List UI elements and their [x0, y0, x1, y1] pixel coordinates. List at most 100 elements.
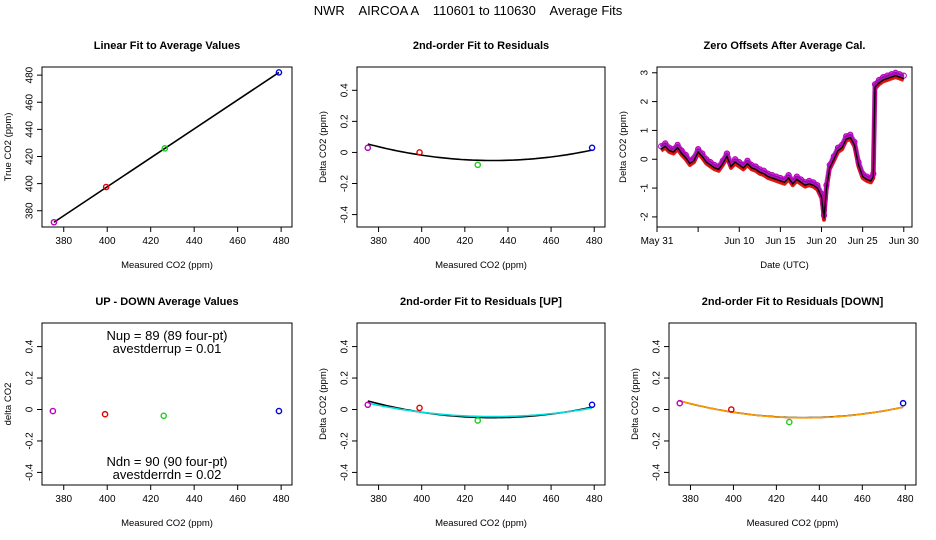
x-axis-label: Measured CO2 (ppm) [747, 518, 839, 529]
x-tick-label: Jun 25 [848, 236, 878, 247]
x-tick-label: Jun 15 [765, 236, 795, 247]
chart-title: 2nd-order Fit to Residuals [DOWN] [702, 296, 884, 308]
x-tick-label: 420 [768, 494, 785, 505]
y-tick-label: -1 [640, 183, 651, 192]
x-tick-label: 420 [142, 494, 159, 505]
chart-title: Linear Fit to Average Values [94, 40, 241, 52]
x-axis-label: Measured CO2 (ppm) [435, 518, 527, 529]
y-tick-label: 0.2 [652, 371, 663, 385]
chart-p5: 2nd-order Fit to Residuals [UP] 380 400 420… [318, 296, 606, 529]
x-tick-label: 420 [456, 494, 473, 505]
figure-title: NWR AIRCOA A 110601 to 110630 Average Fi… [314, 3, 623, 18]
x-tick-label: Jun 20 [807, 236, 837, 247]
fit-curve-orange [679, 400, 904, 419]
y-tick-label: 0.4 [652, 339, 663, 353]
x-axis-label: Measured CO2 (ppm) [435, 260, 527, 271]
y-axis-label: Delta CO2 (ppm) [630, 368, 641, 440]
y-tick-label: 400 [25, 175, 36, 192]
x-tick-label: 460 [229, 236, 246, 247]
y-tick-label: -0.4 [652, 463, 663, 481]
y-tick-label: -0.2 [340, 432, 351, 450]
chart-p1: Linear Fit to Average Values 380 400 420 440… [3, 40, 293, 271]
fit-curve-black [367, 143, 593, 162]
plot-frame [356, 66, 606, 228]
data-point-green [161, 145, 169, 152]
x-tick-label: May 31 [641, 236, 674, 247]
data-point-green [474, 161, 482, 169]
data-point-blue [588, 144, 596, 152]
y-tick-label: 0.4 [25, 339, 36, 353]
y-tick-label: 380 [25, 202, 36, 219]
y-tick-label: 480 [25, 66, 36, 83]
y-tick-label: -0.2 [25, 432, 36, 450]
y-tick-label: -0.4 [340, 206, 351, 224]
data-point-purple [364, 401, 372, 409]
x-tick-label: Jun 30 [889, 236, 919, 247]
chart-p6: 2nd-order Fit to Residuals [DOWN] 380 400 4… [630, 296, 917, 529]
y-axis-label: True CO2 (ppm) [3, 113, 14, 182]
data-point-green [785, 418, 793, 426]
x-tick-label: 440 [500, 494, 517, 505]
avestderrup-annotation: avestderrup = 0.01 [113, 341, 222, 356]
x-tick-label: 480 [273, 236, 290, 247]
x-axis-label: Date (UTC) [760, 260, 809, 271]
x-tick-label: 480 [586, 236, 603, 247]
data-point-red [102, 183, 110, 191]
y-tick-label: -0.4 [25, 463, 36, 481]
y-tick-label: 0 [340, 406, 351, 412]
x-tick-label: 460 [854, 494, 871, 505]
y-tick-label: 0 [25, 406, 36, 412]
y-tick-label: 0 [340, 149, 351, 155]
x-tick-label: 460 [543, 236, 560, 247]
y-axis-label: delta CO2 [3, 383, 14, 426]
x-tick-label: 420 [456, 236, 473, 247]
data-point-blue [899, 399, 907, 407]
x-tick-label: 480 [586, 494, 603, 505]
x-tick-label: 380 [370, 494, 387, 505]
data-point-red [727, 406, 735, 413]
chart-title: UP - DOWN Average Values [95, 296, 238, 308]
y-tick-label: 440 [25, 121, 36, 138]
plot-frame [656, 66, 913, 228]
y-axis-label: Delta CO2 (ppm) [318, 111, 329, 183]
x-tick-label: 440 [811, 494, 828, 505]
plot-frame [41, 66, 293, 228]
x-axis-label: Measured CO2 (ppm) [121, 518, 213, 529]
x-tick-label: 380 [55, 494, 72, 505]
plot-frame [356, 322, 606, 486]
y-tick-label: 3 [640, 70, 651, 76]
x-tick-label: 380 [682, 494, 699, 505]
chart-p3: Zero Offsets After Average Cal. May 31 Jun… [618, 40, 919, 271]
fit-line [53, 71, 280, 223]
y-tick-label: 0.4 [340, 83, 351, 97]
x-tick-label: 400 [725, 494, 742, 505]
x-tick-label: 480 [897, 494, 914, 505]
x-tick-label: 400 [99, 236, 116, 247]
y-axis-label: Delta CO2 (ppm) [318, 368, 329, 440]
y-axis-label: Delta CO2 (ppm) [618, 111, 629, 183]
data-point-blue [275, 407, 283, 415]
data-point-green [160, 412, 168, 420]
x-tick-label: 460 [543, 494, 560, 505]
nup-annotation: Nup = 89 (89 four-pt) [106, 328, 227, 343]
plot-frame [41, 322, 293, 486]
data-point-purple [676, 399, 684, 407]
x-tick-label: 380 [55, 236, 72, 247]
data-point-green [474, 417, 482, 424]
data-point-purple [364, 144, 372, 152]
y-tick-label: 0.2 [340, 371, 351, 385]
ndn-annotation: Ndn = 90 (90 four-pt) [106, 454, 227, 469]
x-tick-label: Jun 10 [724, 236, 754, 247]
data-point-blue [275, 69, 283, 76]
avestderrdn-annotation: avestderrdn = 0.02 [113, 467, 222, 482]
x-tick-label: 400 [413, 494, 430, 505]
y-tick-label: 0 [652, 406, 663, 412]
x-tick-label: 440 [500, 236, 517, 247]
fit-curve-cyan [367, 402, 593, 418]
y-tick-label: 0.2 [25, 371, 36, 385]
plot-frame [668, 322, 917, 486]
y-tick-label: 1 [640, 127, 651, 133]
x-tick-label: 440 [186, 494, 203, 505]
data-point-blue [588, 401, 596, 409]
